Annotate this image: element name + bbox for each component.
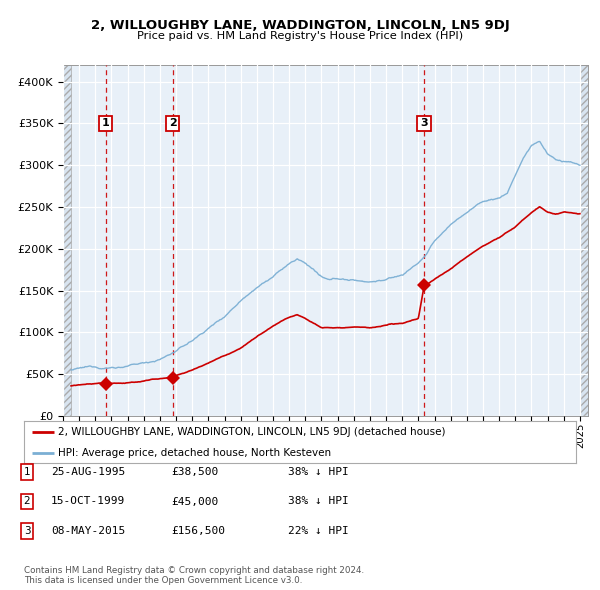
- Text: 3: 3: [420, 119, 428, 129]
- Text: 2: 2: [23, 497, 31, 506]
- Text: 1: 1: [102, 119, 110, 129]
- Text: 2, WILLOUGHBY LANE, WADDINGTON, LINCOLN, LN5 9DJ: 2, WILLOUGHBY LANE, WADDINGTON, LINCOLN,…: [91, 19, 509, 32]
- Text: 15-OCT-1999: 15-OCT-1999: [51, 497, 125, 506]
- Text: 08-MAY-2015: 08-MAY-2015: [51, 526, 125, 536]
- Bar: [580, 65, 588, 416]
- Bar: [63, 65, 71, 416]
- Text: Contains HM Land Registry data © Crown copyright and database right 2024.
This d: Contains HM Land Registry data © Crown c…: [24, 566, 364, 585]
- Text: HPI: Average price, detached house, North Kesteven: HPI: Average price, detached house, Nort…: [58, 448, 331, 457]
- Text: 2, WILLOUGHBY LANE, WADDINGTON, LINCOLN, LN5 9DJ (detached house): 2, WILLOUGHBY LANE, WADDINGTON, LINCOLN,…: [58, 427, 446, 437]
- Text: 2: 2: [169, 119, 176, 129]
- Text: £156,500: £156,500: [171, 526, 225, 536]
- Text: 3: 3: [23, 526, 31, 536]
- Text: 1: 1: [23, 467, 31, 477]
- Text: 22% ↓ HPI: 22% ↓ HPI: [288, 526, 349, 536]
- Text: £45,000: £45,000: [171, 497, 218, 506]
- Text: 25-AUG-1995: 25-AUG-1995: [51, 467, 125, 477]
- Text: 38% ↓ HPI: 38% ↓ HPI: [288, 497, 349, 506]
- Text: Price paid vs. HM Land Registry's House Price Index (HPI): Price paid vs. HM Land Registry's House …: [137, 31, 463, 41]
- Text: 38% ↓ HPI: 38% ↓ HPI: [288, 467, 349, 477]
- Text: £38,500: £38,500: [171, 467, 218, 477]
